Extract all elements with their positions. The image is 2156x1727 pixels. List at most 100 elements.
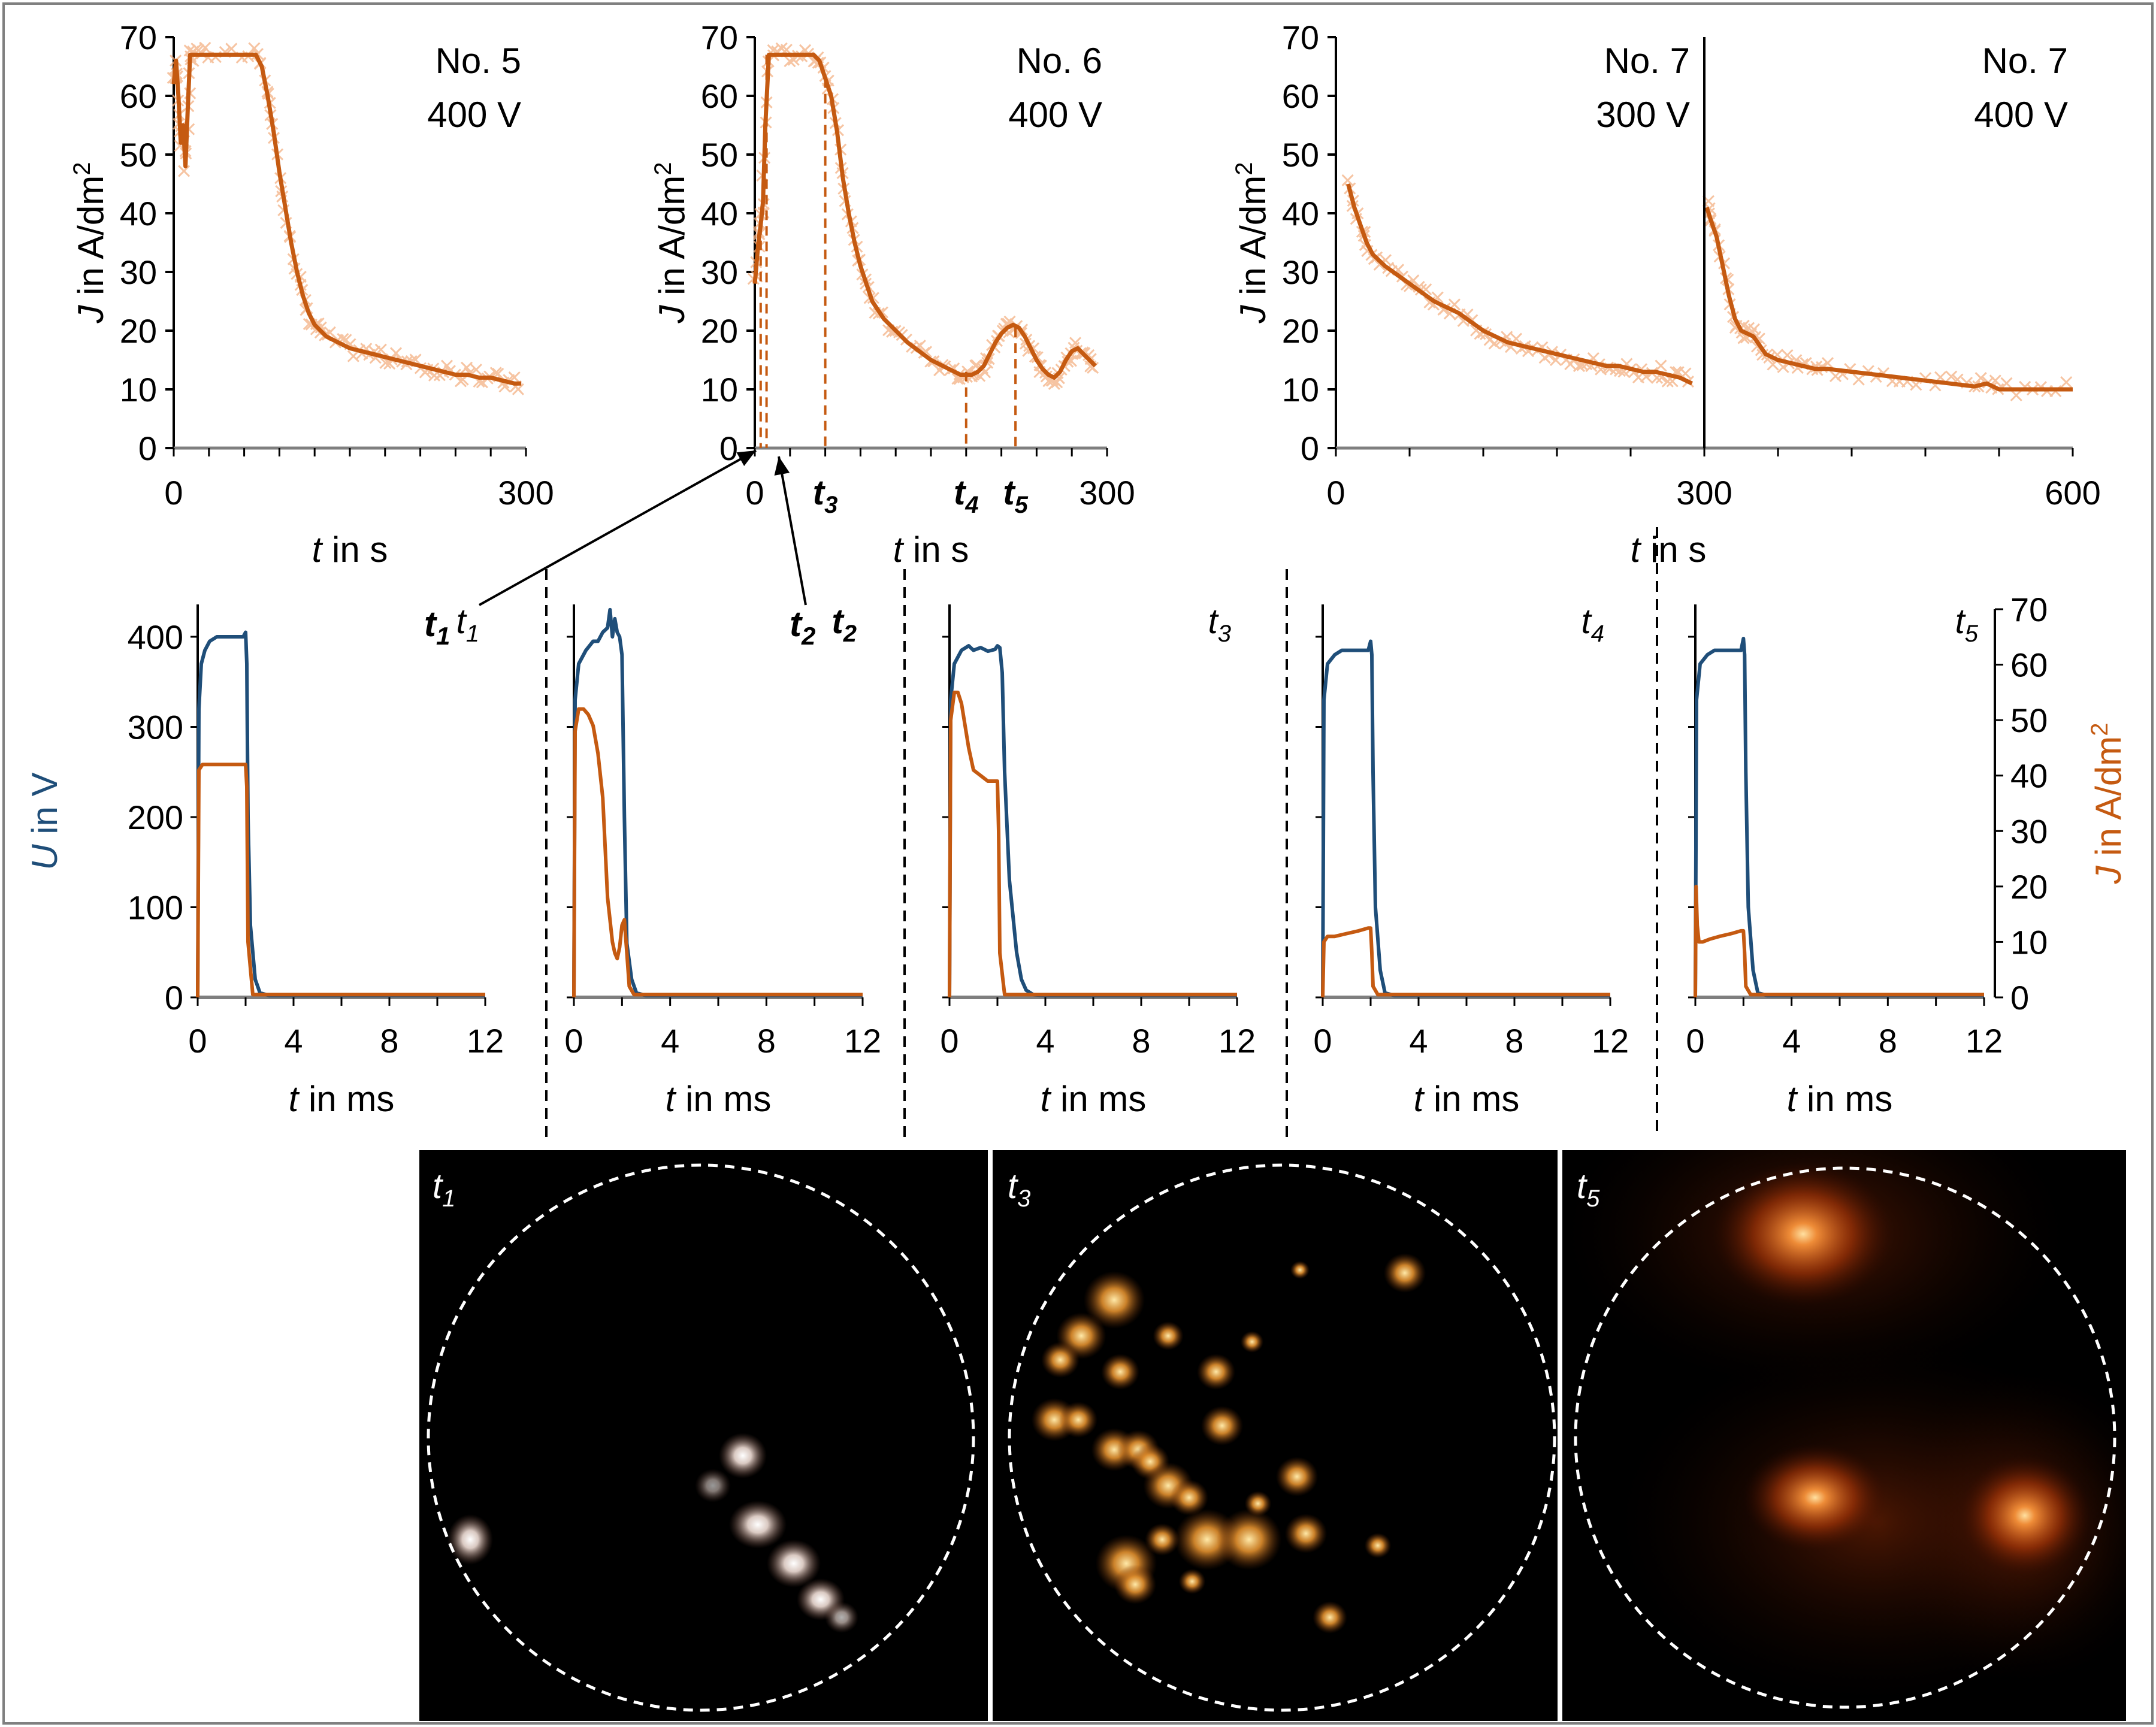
arrow-t2	[778, 456, 807, 606]
j-axis-label-unit: in A/dm	[2088, 736, 2128, 866]
marker-tick-label: t5	[1003, 473, 1028, 518]
current-line	[948, 690, 1237, 998]
x-tick-label: 4	[1409, 1022, 1428, 1060]
arrow-t1-head	[736, 450, 756, 466]
voltage-line	[1321, 639, 1610, 998]
pulse-label-sub: 4	[1591, 621, 1604, 647]
y-tick-label: 40	[701, 195, 738, 232]
current-line	[1694, 884, 1984, 998]
data-line	[1346, 183, 1694, 386]
plot-label-voltage: 400 V	[1008, 95, 1102, 135]
photo-label-main: t	[1577, 1167, 1588, 1206]
x-axis-label: t in s	[312, 530, 388, 570]
arrow-label-t1: t1	[424, 604, 450, 650]
x-axis-label-unit: in ms	[1423, 1079, 1519, 1119]
scatter-point	[1703, 202, 1716, 214]
pulse-label-var: t	[1955, 602, 1967, 641]
discharge-spot	[1041, 1342, 1079, 1378]
j-tick-label: 0	[2010, 979, 2029, 1017]
discharge-spot	[1290, 1261, 1310, 1279]
x-axis-label-unit: in s	[1640, 530, 1706, 570]
discharge-spot	[1059, 1402, 1097, 1438]
x-tick-label: 0	[1326, 474, 1345, 512]
current-line	[1321, 926, 1610, 998]
j-tick-label: 10	[2010, 923, 2048, 961]
x-tick-label: 300	[1676, 474, 1732, 512]
arrow-t2-head	[774, 456, 790, 476]
voltage-line	[1694, 637, 1984, 998]
discharge-spot	[1114, 1565, 1157, 1604]
scatter-point	[1661, 375, 1674, 388]
x-tick-label: 0	[745, 474, 764, 512]
electrode-outline	[1574, 1166, 2116, 1709]
y-axis-label-unit: in A/dm	[71, 176, 111, 306]
pulse-label: t3	[1208, 602, 1231, 647]
marker-tick-label: t3	[813, 473, 838, 518]
x-tick-label: 0	[1686, 1022, 1704, 1060]
discharge-spot	[695, 1469, 731, 1502]
x-tick-label: 4	[1782, 1022, 1801, 1060]
glow-spot	[1743, 1444, 1887, 1551]
x-axis-label-unit: in ms	[1797, 1079, 1892, 1119]
y-tick-label: 40	[120, 195, 157, 232]
pulse-label-sub: 5	[1965, 621, 1979, 647]
marker-tick-label-var: t	[813, 473, 826, 512]
plot-label-run: No. 7	[1604, 41, 1690, 81]
x-axis-label: t in ms	[1414, 1079, 1520, 1119]
x-tick-label: 0	[164, 474, 183, 512]
y-axis-label-sup: 2	[650, 162, 676, 175]
x-axis-label-var: t	[666, 1079, 677, 1119]
plot-label-voltage: 400 V	[1974, 95, 2068, 135]
current-line	[572, 707, 863, 998]
u-axis-label-unit: in V	[25, 772, 65, 844]
photo-label-t5: t5	[1577, 1167, 1600, 1212]
scatter-point	[1945, 370, 1958, 383]
plot-label-voltage: 300 V	[1596, 95, 1690, 135]
discharge-spot	[1244, 1491, 1272, 1516]
x-axis-label-var: t	[893, 530, 905, 570]
discharge-spot	[1383, 1253, 1426, 1293]
photo-t1: t1	[419, 1150, 988, 1721]
y-axis-label-unit: in A/dm	[1233, 176, 1273, 306]
x-tick-label: 300	[498, 474, 554, 512]
pulse-label-var: t	[1208, 602, 1220, 641]
marker-tick-label-var: t	[1003, 473, 1016, 512]
x-axis-label-unit: in ms	[298, 1079, 394, 1119]
scatter-point	[389, 347, 403, 359]
y-tick-label: 0	[1301, 430, 1319, 467]
discharge-spot	[1153, 1321, 1184, 1350]
y-tick-label: 20	[701, 312, 738, 350]
arrow-label-var: t	[424, 604, 438, 644]
discharge-spot	[1216, 1509, 1282, 1570]
discharge-spot	[767, 1540, 821, 1587]
electrode-outline	[427, 1163, 975, 1712]
pulse-label-sub: 1	[466, 621, 479, 647]
marker-tick-label-sub: 3	[824, 492, 837, 518]
x-tick-label: 600	[2045, 474, 2100, 512]
j-axis-label-sup: 2	[2087, 722, 2113, 736]
x-axis-label: t in ms	[289, 1079, 395, 1119]
x-tick-label: 0	[940, 1022, 958, 1060]
y-tick-label: 30	[120, 253, 157, 291]
marker-tick-label-sub: 5	[1015, 492, 1029, 518]
y-tick-label: 10	[120, 371, 157, 409]
y-axis-label: J in A/dm2	[69, 162, 111, 323]
y-tick-label: 30	[1282, 253, 1319, 291]
glow-spot	[1959, 1456, 2091, 1575]
discharge-spot	[447, 1514, 493, 1565]
scatter-point	[2000, 377, 2013, 389]
photo-t5: t5	[1562, 1150, 2126, 1721]
j-axis-label: J in A/dm2	[2087, 722, 2128, 884]
pulse-label-var: t	[831, 602, 845, 641]
x-tick-label: 12	[467, 1022, 504, 1060]
arrow-label-sub: 2	[801, 622, 815, 650]
discharge-spot	[1313, 1601, 1347, 1634]
y-axis-label: J in A/dm2	[650, 162, 692, 323]
y-tick-label: 50	[701, 136, 738, 174]
x-tick-label: 4	[661, 1022, 679, 1060]
photo-t1-background	[419, 1150, 988, 1721]
